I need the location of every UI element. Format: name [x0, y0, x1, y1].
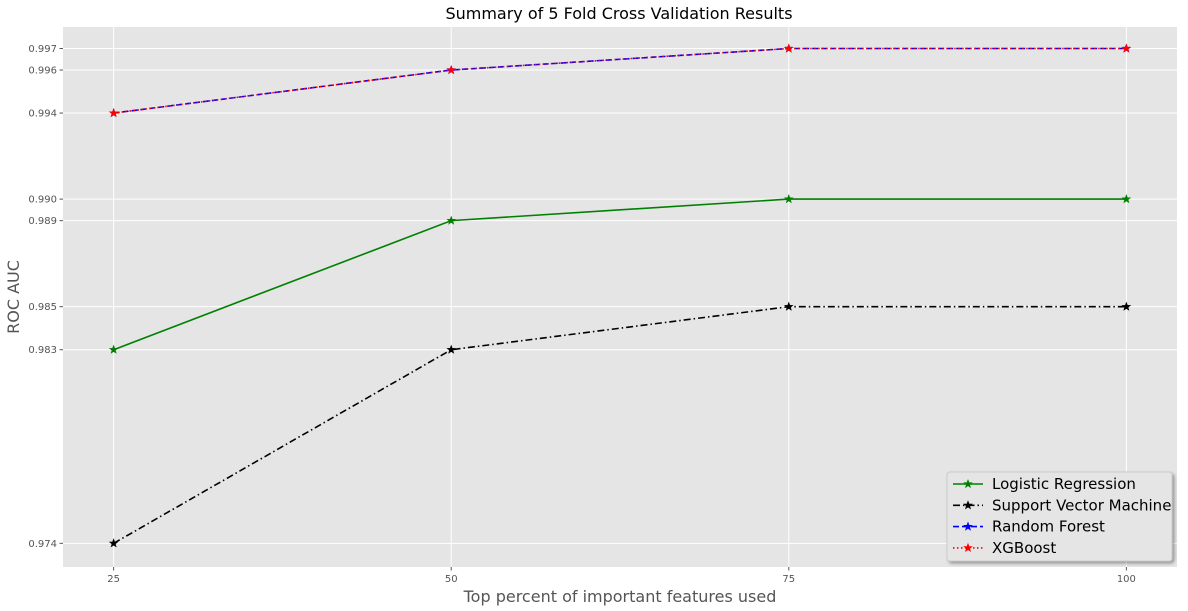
y-tick-label: 0.994 [28, 109, 57, 120]
data-point-xgboost [783, 43, 794, 53]
legend-marker [963, 500, 973, 510]
series-support-vector-machine [108, 301, 1132, 548]
legend-box [946, 471, 1173, 562]
series-group [108, 43, 1132, 548]
x-axis-ticks: 25 50 75 100 [107, 567, 1136, 585]
data-point-support-vector-machine [1121, 301, 1132, 311]
y-tick-label: 0.983 [28, 345, 57, 356]
data-point-xgboost [446, 64, 457, 75]
data-point-logistic-regression [1121, 194, 1132, 204]
chart-title: Summary of 5 Fold Cross Validation Resul… [445, 4, 792, 23]
data-point-xgboost [108, 108, 119, 118]
y-tick-label: 0.997 [28, 44, 57, 55]
y-tick-label: 0.989 [28, 216, 57, 227]
legend-label: Logistic Regression [992, 475, 1136, 493]
series-line-xgboost [113, 47, 1127, 114]
series-line-support-vector-machine [113, 305, 1127, 545]
y-tick-label: 0.990 [28, 195, 57, 206]
x-tick-label: 25 [107, 574, 120, 585]
legend-item-logistic-regression: Logistic Regression [953, 475, 1136, 493]
legend-marker [963, 521, 973, 531]
legend-items: Logistic Regression Support Vector Machin… [953, 475, 1171, 557]
data-point-logistic-regression [783, 194, 794, 204]
legend-label: Support Vector Machine [992, 496, 1171, 514]
data-point-xgboost [1121, 43, 1132, 53]
y-tick-label: 0.974 [28, 539, 57, 550]
legend-label: Random Forest [992, 518, 1105, 536]
legend-item-random-forest: Random Forest [953, 518, 1105, 536]
data-point-support-vector-machine [108, 538, 119, 548]
legend-item-support-vector-machine: Support Vector Machine [953, 496, 1171, 514]
series-logistic-regression [108, 194, 1132, 354]
data-point-support-vector-machine [446, 344, 457, 354]
data-point-support-vector-machine [783, 301, 794, 311]
legend-marker [963, 542, 973, 552]
y-axis-title: ROC AUC [4, 260, 23, 334]
series-line-logistic-regression [113, 198, 1127, 351]
data-point-logistic-regression [108, 344, 119, 354]
y-tick-label: 0.985 [28, 302, 57, 313]
legend-item-xgboost: XGBoost [953, 539, 1056, 557]
y-axis-ticks: 0.974 0.983 0.985 0.989 0.990 0.994 0.996 0.997 [28, 44, 63, 550]
x-axis-title: Top percent of important features used [463, 587, 777, 606]
series-xgboost [108, 43, 1132, 118]
legend-marker [963, 478, 973, 489]
data-point-logistic-regression [446, 215, 457, 225]
legend-label: XGBoost [992, 539, 1056, 557]
legend: Logistic Regression Support Vector Machin… [946, 471, 1173, 562]
x-tick-label: 50 [445, 574, 458, 585]
y-tick-label: 0.996 [28, 66, 57, 77]
x-tick-label: 75 [782, 574, 795, 585]
x-tick-label: 100 [1117, 574, 1136, 585]
